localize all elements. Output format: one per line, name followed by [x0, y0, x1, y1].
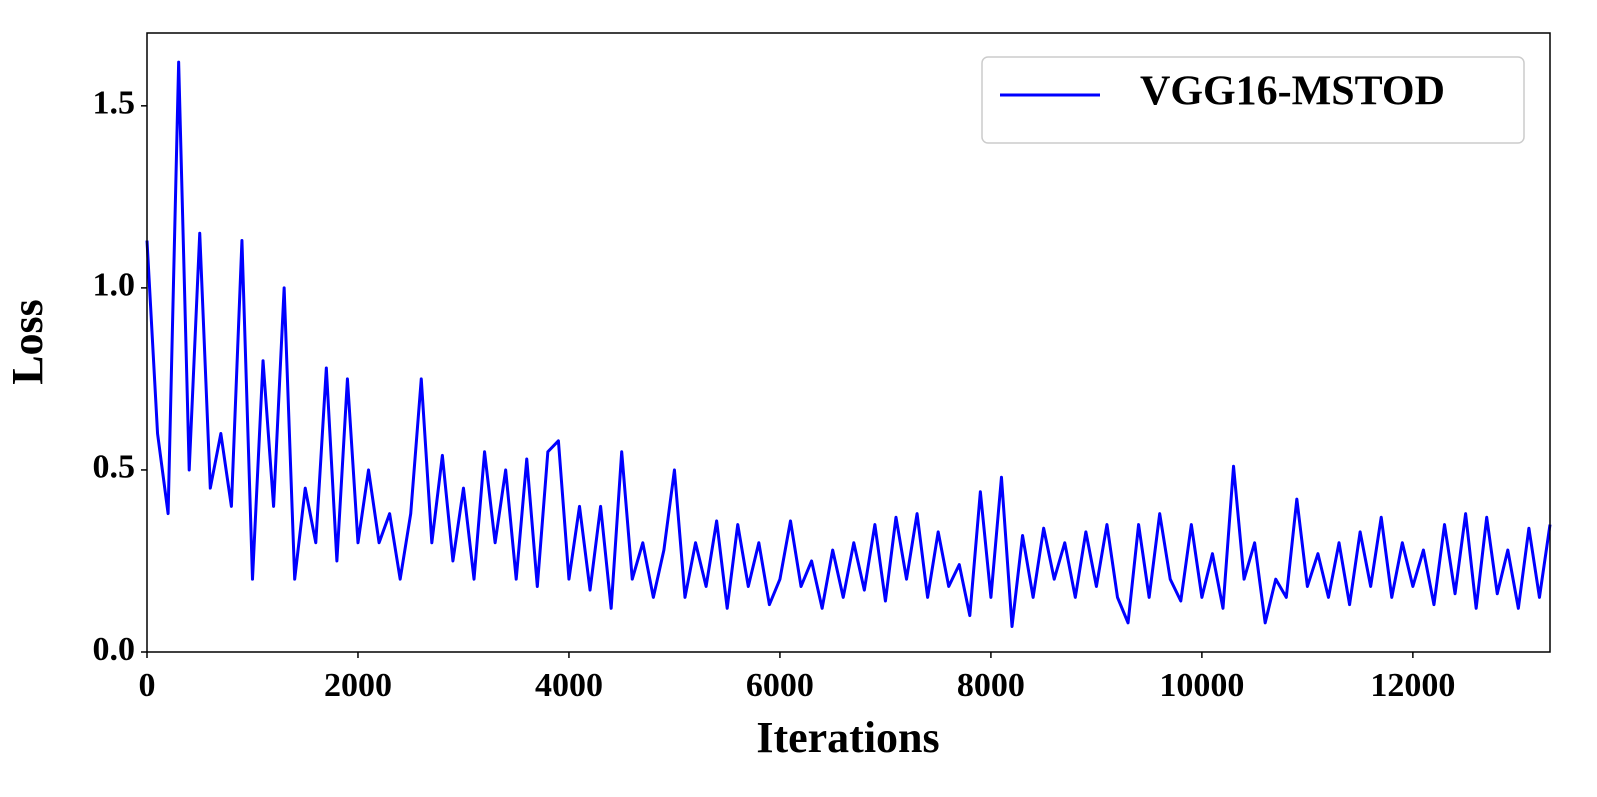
x-axis-label: Iterations	[756, 713, 939, 762]
y-tick-label: 0.0	[93, 631, 136, 668]
x-tick-label: 6000	[746, 667, 814, 704]
legend-box	[981, 56, 1525, 144]
y-tick-label: 0.5	[93, 449, 136, 486]
x-tick-label: 8000	[957, 667, 1025, 704]
y-tick-label: 1.5	[93, 85, 136, 122]
y-axis-label: Loss	[3, 299, 52, 385]
x-tick-label: 2000	[324, 667, 392, 704]
x-tick-label: 4000	[535, 667, 603, 704]
legend-label: VGG16-MSTOD	[1140, 69, 1445, 115]
x-tick-label: 10000	[1159, 667, 1244, 704]
x-tick-label: 12000	[1370, 667, 1455, 704]
data-line	[145, 60, 1552, 629]
y-tick-label: 1.0	[93, 267, 136, 304]
plot-frame	[146, 32, 1551, 653]
x-tick-label: 0	[139, 667, 156, 704]
